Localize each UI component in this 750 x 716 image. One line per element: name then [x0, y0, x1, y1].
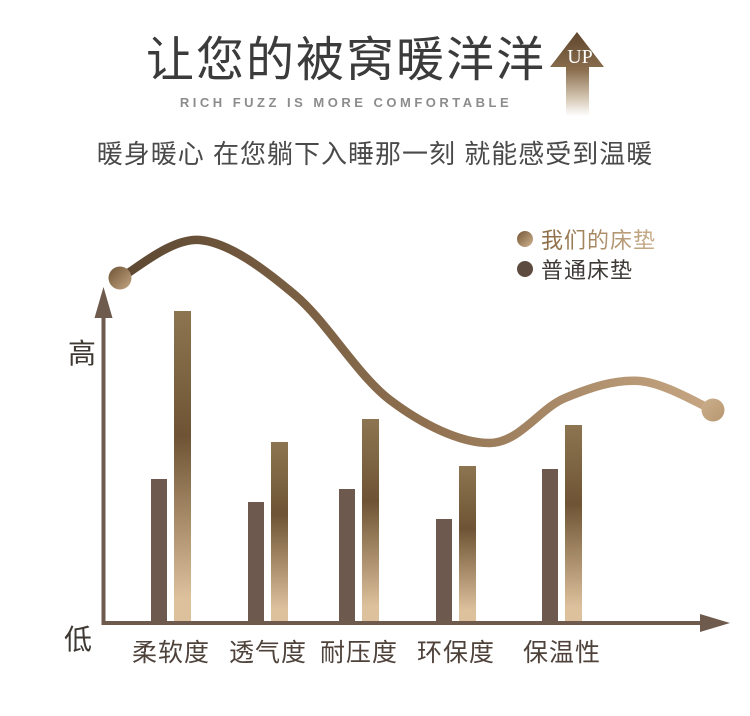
bar-ordinary-环保度 — [436, 519, 452, 623]
bar-ours-环保度 — [459, 465, 476, 623]
page-title: 让您的被窝暖洋洋 — [145, 34, 546, 87]
bar-ours-耐压度 — [362, 418, 379, 623]
bar-ordinary-保温性 — [542, 468, 558, 623]
category-label-透气度: 透气度 — [228, 639, 308, 667]
tagline-text: 暖身暖心 在您躺下入睡那一刻 就能感受到温暖 — [96, 139, 654, 169]
y-axis-high-label: 高 — [68, 338, 97, 369]
chart-legend: 我们的床垫 普通床垫 — [517, 223, 656, 283]
page-subtitle: RICH FUZZ IS MORE COMFORTABLE — [179, 95, 513, 111]
legend-dot-ours-icon — [517, 231, 533, 247]
header: 让您的被窝暖洋洋 RICH FUZZ IS MORE COMFORTABLE U… — [0, 30, 750, 116]
y-axis-low-label: 低 — [64, 624, 93, 655]
legend-label-ordinary: 普通床垫 — [541, 258, 634, 283]
up-arrow-icon: UP — [550, 32, 604, 116]
legend-dot-ordinary-icon — [517, 261, 533, 277]
legend-item-ordinary: 普通床垫 — [517, 256, 656, 283]
category-label-环保度: 环保度 — [416, 639, 496, 667]
category-label-柔软度: 柔软度 — [131, 639, 211, 667]
bar-ours-保温性 — [565, 425, 582, 623]
title-block: 让您的被窝暖洋洋 RICH FUZZ IS MORE COMFORTABLE — [146, 30, 546, 110]
up-badge-label: UP — [567, 46, 593, 68]
bar-ordinary-柔软度 — [151, 478, 167, 623]
bar-ordinary-耐压度 — [339, 489, 355, 623]
category-label-耐压度: 耐压度 — [319, 639, 399, 667]
category-label-保温性: 保温性 — [522, 639, 602, 667]
legend-label-ours: 我们的床垫 — [541, 223, 656, 255]
legend-item-ours: 我们的床垫 — [517, 223, 656, 255]
bar-ours-透气度 — [271, 442, 288, 623]
bar-ordinary-透气度 — [248, 502, 264, 623]
